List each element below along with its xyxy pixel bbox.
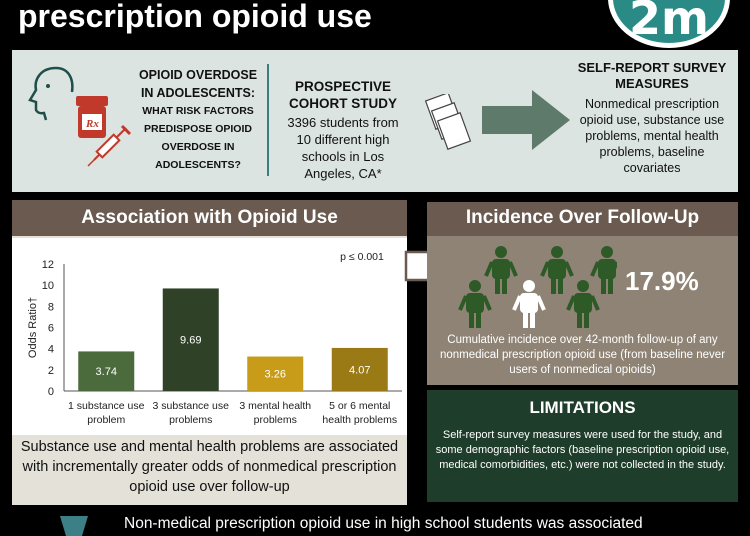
- bar: [331, 347, 388, 391]
- conclusion-bar: Non-medical prescription opioid use in h…: [10, 508, 740, 536]
- person-icon: [540, 246, 574, 294]
- journal-logo: 2m: [608, 0, 730, 48]
- y-tick-label: 8: [48, 301, 54, 313]
- x-tick-label: problems: [169, 414, 212, 426]
- study-overview-panel: Rx OPIOID OVERDOSE IN ADOLESCENTS: WHAT …: [12, 50, 738, 192]
- incidence-title: Incidence Over Follow-Up: [465, 207, 700, 228]
- person-icon: [458, 280, 492, 328]
- divider: [267, 64, 269, 176]
- x-tick-label: problems: [254, 414, 297, 426]
- person-icon: [590, 246, 617, 294]
- pill-bottle-icon: Rx: [76, 96, 108, 138]
- odds-ratio-chart: 0 2 4 6 8 10 12 Odds Ratio† p ≤ 0.001 3.74 1 subst…: [27, 251, 402, 426]
- head-profile-icon: [28, 66, 74, 121]
- arrow-right-icon: [482, 90, 570, 150]
- bar: [78, 351, 135, 391]
- y-tick-label: 0: [48, 386, 54, 398]
- incidence-percent: 17.9%: [625, 266, 699, 296]
- incidence-description: Cumulative incidence over 42-month follo…: [439, 334, 726, 376]
- p-value-annotation: p ≤ 0.001: [340, 251, 384, 263]
- x-tick-label: problem: [87, 414, 125, 426]
- y-axis-label: Odds Ratio†: [27, 297, 39, 358]
- bar-value-label: 3.74: [96, 366, 117, 378]
- incidence-panel: Incidence Over Follow-Up 17.9% Cumulativ…: [427, 202, 738, 385]
- limitations-body: Self-report survey measures were used fo…: [435, 429, 730, 471]
- research-question: OPIOID OVERDOSE IN ADOLESCENTS: WHAT RIS…: [132, 66, 264, 174]
- y-tick-label: 4: [48, 344, 54, 356]
- person-icon: [566, 280, 600, 328]
- x-tick-label: 3 substance use: [153, 400, 230, 412]
- x-tick-label: health problems: [322, 414, 397, 426]
- svg-text:Rx: Rx: [85, 118, 99, 130]
- survey-measures-title: SELF-REPORT SURVEY MEASURES: [577, 60, 727, 91]
- bar-value-label: 9.69: [180, 335, 201, 347]
- syringe-icon: [87, 124, 132, 167]
- survey-measures-body: Nonmedical prescription opioid use, subs…: [579, 97, 725, 175]
- page-title: prescription opioid use: [18, 0, 372, 34]
- study-design-body: 3396 students from 10 different high sch…: [287, 115, 399, 181]
- y-tick-label: 2: [48, 365, 54, 377]
- limitations-title: LIMITATIONS: [529, 398, 636, 417]
- conclusion-icon: [60, 516, 88, 536]
- person-icon: [484, 246, 518, 294]
- y-tick-label: 12: [42, 259, 54, 271]
- person-icon: [512, 280, 546, 328]
- question-line: ADOLESCENTS?: [155, 159, 241, 171]
- association-conclusion: Substance use and mental health problems…: [20, 439, 399, 495]
- question-line: WHAT RISK FACTORS: [142, 105, 254, 117]
- x-tick-label: 3 mental health: [239, 400, 311, 412]
- bar-value-label: 4.07: [349, 364, 370, 376]
- bar-value-label: 3.26: [265, 369, 286, 381]
- bar: [247, 356, 304, 391]
- association-panel: Association with Opioid Use 0 2 4 6 8 10 12 Odd…: [12, 200, 407, 505]
- logo-text: 2m: [629, 0, 709, 45]
- x-tick-label: 5 or 6 mental: [329, 400, 390, 412]
- incidence-header: Incidence Over Follow-Up: [427, 202, 738, 236]
- question-line: OPIOID OVERDOSE: [138, 68, 258, 82]
- bar: [162, 288, 219, 391]
- document-stack-icon: [424, 94, 472, 150]
- y-tick-label: 10: [42, 280, 54, 292]
- people-graphic: [458, 246, 617, 328]
- question-line: OVERDOSE IN: [161, 141, 235, 153]
- study-design-title: PROSPECTIVE COHORT STUDY: [289, 79, 397, 111]
- conclusion-text: Non-medical prescription opioid use in h…: [124, 515, 643, 532]
- chart-area: 0 2 4 6 8 10 12 Odds Ratio† p ≤ 0.001 3.74 1 subst…: [12, 238, 407, 435]
- x-tick-label: 1 substance use: [68, 400, 145, 412]
- question-line: IN ADOLESCENTS:: [140, 86, 256, 100]
- title-bar: prescription opioid use 2m: [0, 0, 750, 48]
- association-title: Association with Opioid Use: [81, 207, 338, 228]
- limitations-panel: LIMITATIONS Self-report survey measures …: [427, 390, 738, 502]
- association-header: Association with Opioid Use: [12, 200, 407, 236]
- question-line: PREDISPOSE OPIOID: [144, 123, 252, 135]
- y-tick-label: 6: [48, 323, 54, 335]
